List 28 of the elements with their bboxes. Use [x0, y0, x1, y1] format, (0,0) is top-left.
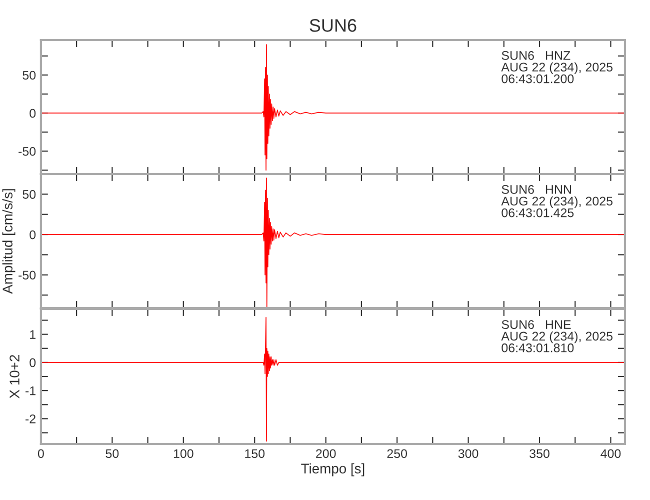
y-tick-label: 50 [22, 70, 36, 80]
annotation: SUN6 HNN AUG 22 (234), 2025 06:43:01.425 [501, 185, 613, 218]
x-tick-label: 50 [106, 449, 119, 458]
y-tick-label: -1 [26, 386, 36, 396]
y-tick-label: 0 [30, 358, 36, 368]
y-tick-label: 50 [22, 190, 36, 199]
line-series [40, 317, 625, 442]
y-axis-title: X 10+2 [10, 354, 20, 398]
x-tick-label: 200 [316, 449, 336, 458]
x-tick-label: 100 [174, 449, 194, 458]
x-tick-label: 300 [458, 449, 478, 458]
y-tick-label: -50 [18, 270, 36, 280]
x-axis-title: Tiempo [s] [301, 463, 364, 476]
annotation: SUN6 HNE AUG 22 (234), 2025 06:43:01.810 [501, 320, 613, 352]
x-tick-label: 150 [245, 449, 265, 458]
x-tick-label: 400 [600, 449, 621, 458]
annotation: SUN6 HNZ AUG 22 (234), 2025 06:43:01.200 [501, 51, 613, 84]
line-series [40, 44, 625, 171]
y-tick-label: 0 [30, 108, 36, 118]
chart-title: SUN6 [310, 19, 356, 32]
y-tick-label: -2 [26, 414, 36, 424]
y-axis-title: Amplitud [cm/s/s] [2, 189, 16, 294]
y-tick-label: -50 [18, 146, 36, 156]
x-tick-label: 0 [38, 449, 44, 458]
x-tick-label: 250 [387, 449, 408, 458]
y-tick-label: 0 [30, 230, 36, 240]
y-tick-label: 1 [30, 330, 36, 339]
x-tick-label: 350 [530, 449, 550, 458]
